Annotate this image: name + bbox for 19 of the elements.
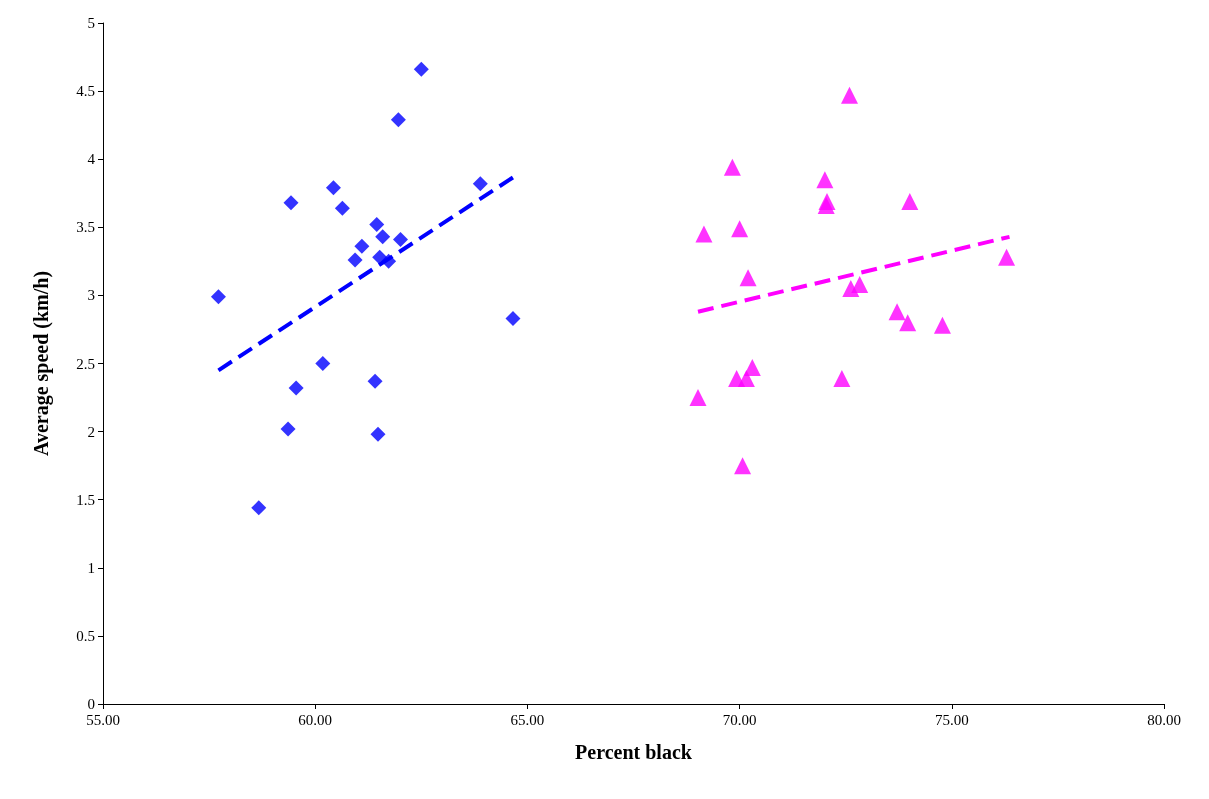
y-tick-label: 4	[87, 151, 96, 168]
y-tick-label: 1.5	[76, 491, 95, 508]
y-tick-label: 0.5	[76, 627, 95, 644]
x-tick-label: 55.00	[86, 711, 120, 728]
x-tick-label: 80.00	[1147, 711, 1181, 728]
y-tick-label: 4.5	[76, 83, 95, 100]
x-tick-label: 70.00	[722, 711, 757, 728]
y-tick-label: 3	[87, 287, 95, 304]
x-axis-title: Percent black	[575, 741, 693, 763]
y-tick-label: 0	[87, 696, 95, 712]
y-tick-label: 2	[87, 423, 95, 440]
y-tick-label: 3.5	[76, 219, 95, 236]
y-tick-label: 5	[87, 15, 95, 31]
x-tick-label: 75.00	[934, 711, 969, 728]
y-tick-label: 2.5	[76, 355, 95, 372]
y-tick-label: 1	[87, 559, 95, 576]
x-tick-label: 65.00	[510, 711, 545, 728]
x-tick-label: 60.00	[298, 711, 333, 728]
y-axis-title: Average speed (km/h)	[30, 270, 53, 457]
